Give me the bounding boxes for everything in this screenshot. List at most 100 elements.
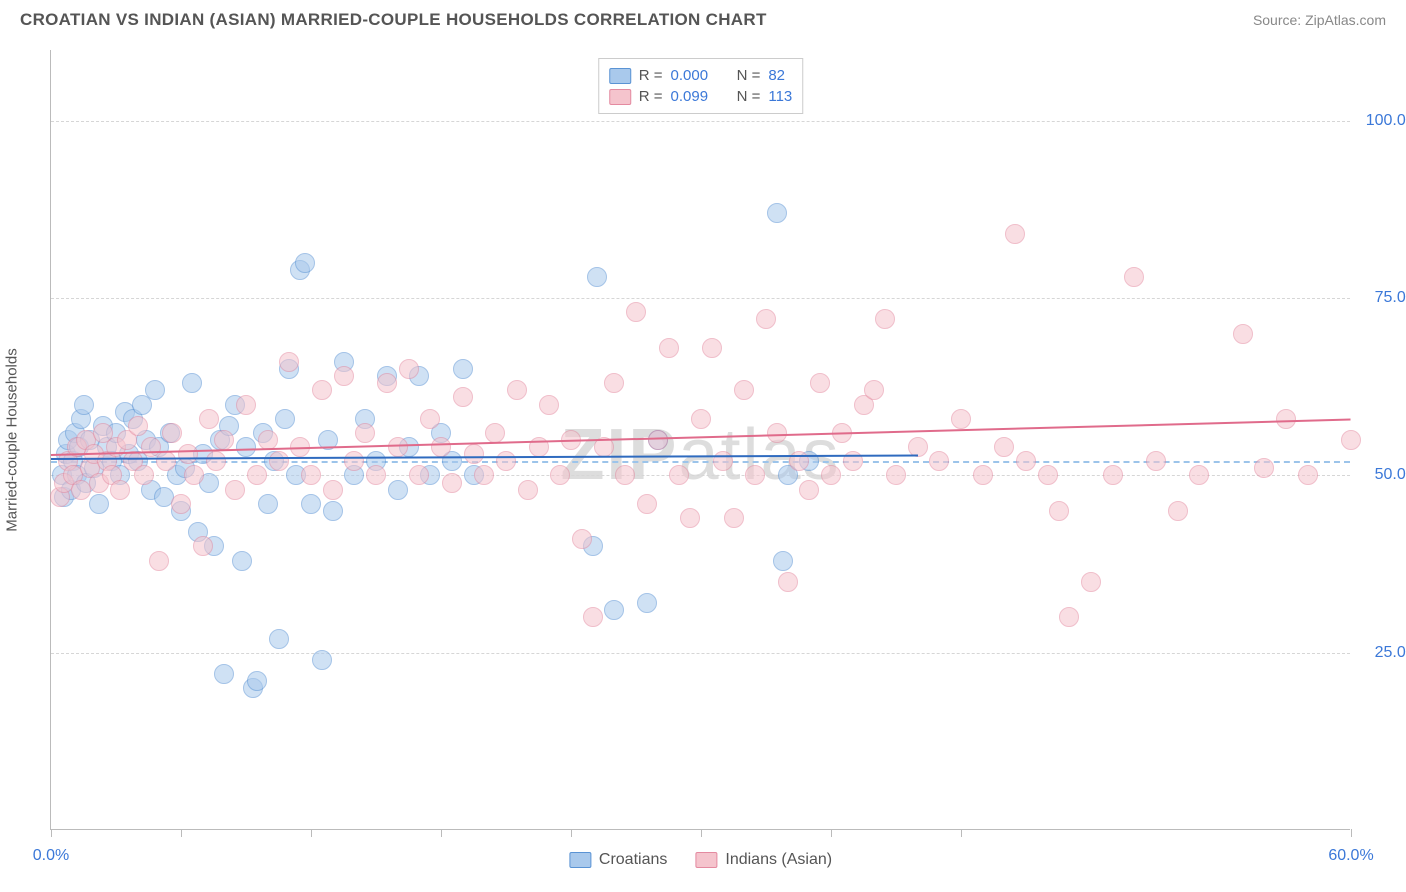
legend-series-label: Croatians bbox=[599, 851, 667, 869]
data-point bbox=[1276, 409, 1296, 429]
data-point bbox=[464, 444, 484, 464]
x-tick bbox=[961, 829, 962, 837]
data-point bbox=[388, 437, 408, 457]
data-point bbox=[637, 494, 657, 514]
data-point bbox=[1341, 430, 1361, 450]
data-point bbox=[178, 444, 198, 464]
data-point bbox=[810, 373, 830, 393]
data-point bbox=[1168, 501, 1188, 521]
data-point bbox=[994, 437, 1014, 457]
data-point bbox=[691, 409, 711, 429]
data-point bbox=[767, 203, 787, 223]
y-axis-label: Married-couple Households bbox=[4, 348, 21, 531]
data-point bbox=[875, 309, 895, 329]
legend-r-label: R = bbox=[639, 67, 663, 84]
data-point bbox=[171, 494, 191, 514]
data-point bbox=[539, 395, 559, 415]
data-point bbox=[225, 480, 245, 500]
data-point bbox=[626, 302, 646, 322]
data-point bbox=[236, 437, 256, 457]
data-point bbox=[247, 465, 267, 485]
data-point bbox=[659, 338, 679, 358]
data-point bbox=[507, 380, 527, 400]
x-tick bbox=[441, 829, 442, 837]
source-link[interactable]: ZipAtlas.com bbox=[1305, 12, 1386, 28]
data-point bbox=[1298, 465, 1318, 485]
legend-r-label: R = bbox=[639, 88, 663, 105]
data-point bbox=[214, 664, 234, 684]
data-point bbox=[680, 508, 700, 528]
data-point bbox=[778, 572, 798, 592]
data-point bbox=[89, 494, 109, 514]
data-point bbox=[702, 338, 722, 358]
data-point bbox=[587, 267, 607, 287]
data-point bbox=[312, 650, 332, 670]
data-point bbox=[247, 671, 267, 691]
data-point bbox=[767, 423, 787, 443]
y-tick-label: 100.0% bbox=[1366, 112, 1406, 130]
data-point bbox=[182, 373, 202, 393]
data-point bbox=[496, 451, 516, 471]
data-point bbox=[1189, 465, 1209, 485]
data-point bbox=[232, 551, 252, 571]
chart-source: Source: ZipAtlas.com bbox=[1253, 12, 1386, 28]
data-point bbox=[162, 423, 182, 443]
data-point bbox=[773, 551, 793, 571]
x-tick bbox=[571, 829, 572, 837]
data-point bbox=[295, 253, 315, 273]
chart-title: CROATIAN VS INDIAN (ASIAN) MARRIED-COUPL… bbox=[20, 10, 767, 30]
data-point bbox=[334, 366, 354, 386]
legend-n-label: N = bbox=[737, 67, 761, 84]
data-point bbox=[745, 465, 765, 485]
data-point bbox=[258, 494, 278, 514]
data-point bbox=[1038, 465, 1058, 485]
data-point bbox=[128, 416, 148, 436]
data-point bbox=[236, 395, 256, 415]
legend-series-item: Indians (Asian) bbox=[695, 851, 832, 869]
gridline-h bbox=[51, 653, 1350, 654]
y-tick-label: 25.0% bbox=[1375, 644, 1406, 662]
data-point bbox=[206, 451, 226, 471]
data-point bbox=[1005, 224, 1025, 244]
data-point bbox=[821, 465, 841, 485]
data-point bbox=[572, 529, 592, 549]
y-tick-label: 75.0% bbox=[1375, 289, 1406, 307]
data-point bbox=[604, 373, 624, 393]
data-point bbox=[134, 465, 154, 485]
data-point bbox=[453, 387, 473, 407]
legend-swatch bbox=[695, 852, 717, 868]
data-point bbox=[1124, 267, 1144, 287]
data-point bbox=[886, 465, 906, 485]
legend-series-item: Croatians bbox=[569, 851, 667, 869]
data-point bbox=[279, 352, 299, 372]
data-point bbox=[637, 593, 657, 613]
x-tick bbox=[51, 829, 52, 837]
data-point bbox=[583, 607, 603, 627]
data-point bbox=[1081, 572, 1101, 592]
data-point bbox=[453, 359, 473, 379]
data-point bbox=[648, 430, 668, 450]
data-point bbox=[74, 395, 94, 415]
legend-swatch bbox=[609, 89, 631, 105]
gridline-h bbox=[51, 121, 1350, 122]
data-point bbox=[1049, 501, 1069, 521]
legend-swatch bbox=[609, 68, 631, 84]
legend-series: Croatians Indians (Asian) bbox=[569, 851, 832, 869]
data-point bbox=[110, 480, 130, 500]
data-point bbox=[756, 309, 776, 329]
data-point bbox=[409, 465, 429, 485]
x-tick-label: 60.0% bbox=[1328, 847, 1373, 865]
data-point bbox=[615, 465, 635, 485]
data-point bbox=[442, 473, 462, 493]
legend-stats: R = 0.000 N = 82R = 0.099 N = 113 bbox=[598, 58, 804, 114]
data-point bbox=[269, 451, 289, 471]
data-point bbox=[799, 480, 819, 500]
data-point bbox=[724, 508, 744, 528]
legend-n-value: 82 bbox=[768, 67, 785, 84]
data-point bbox=[431, 437, 451, 457]
data-point bbox=[1103, 465, 1123, 485]
legend-n-label: N = bbox=[737, 88, 761, 105]
plot-area: ZIPatlas 25.0%50.0%75.0%100.0%0.0%60.0%R… bbox=[50, 50, 1350, 830]
data-point bbox=[474, 465, 494, 485]
data-point bbox=[145, 380, 165, 400]
